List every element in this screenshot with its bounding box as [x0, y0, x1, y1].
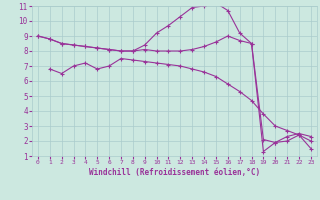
X-axis label: Windchill (Refroidissement éolien,°C): Windchill (Refroidissement éolien,°C) [89, 168, 260, 177]
